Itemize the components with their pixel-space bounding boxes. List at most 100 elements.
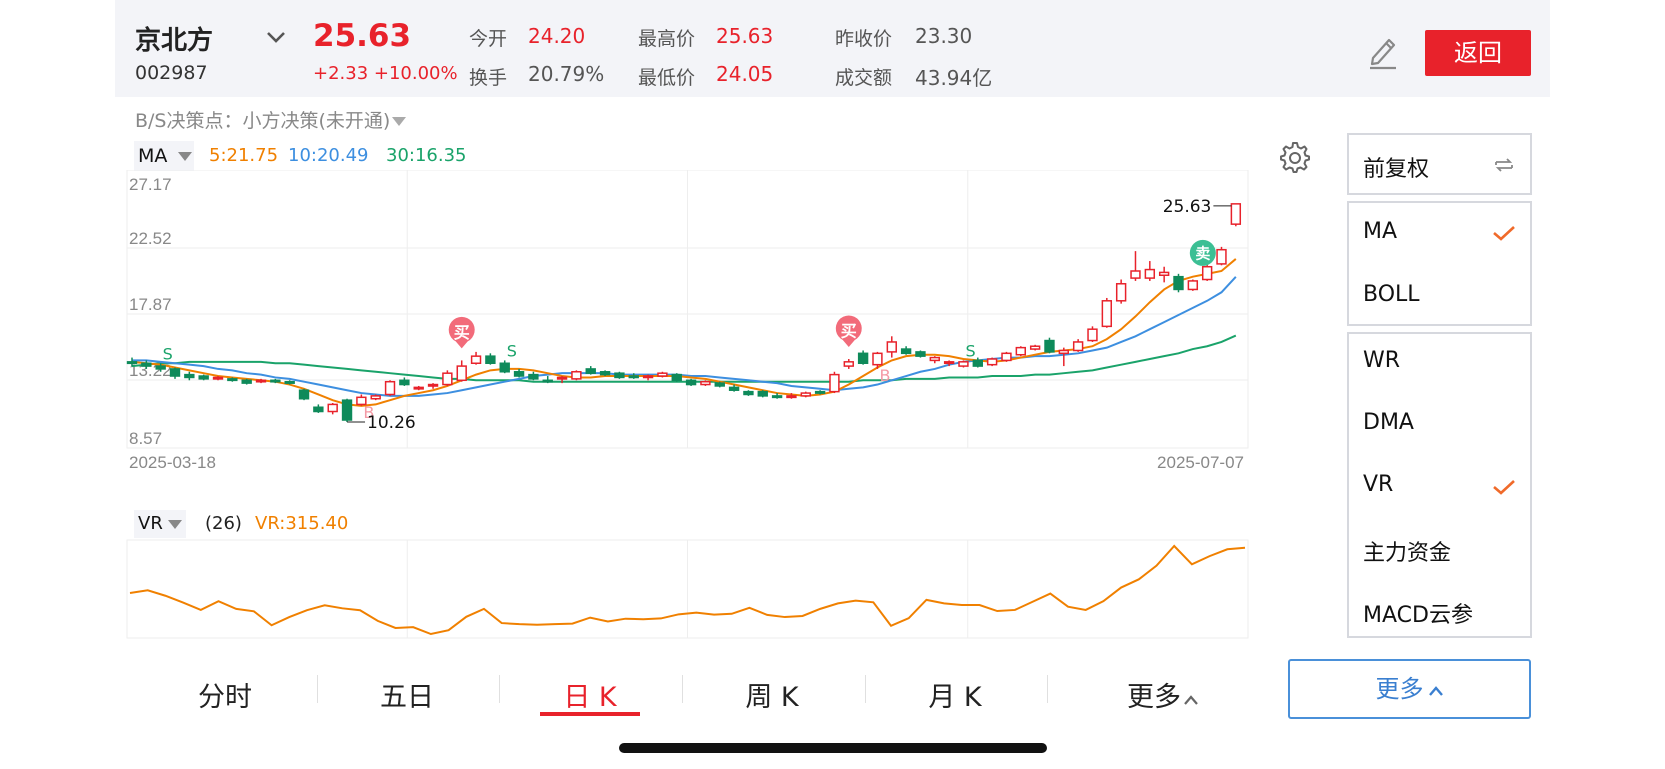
option-wr[interactable]: WR bbox=[1363, 348, 1401, 373]
candle bbox=[571, 370, 582, 381]
tab-five-day[interactable]: 五日 bbox=[380, 682, 434, 713]
candle-body bbox=[241, 379, 252, 384]
bs-decision-selector[interactable]: B/S决策点：小方决策(未开通) bbox=[135, 106, 407, 133]
candle-body bbox=[1015, 346, 1026, 356]
gear-icon[interactable] bbox=[1277, 140, 1311, 174]
candle-body bbox=[843, 361, 854, 367]
candle-body bbox=[1058, 349, 1070, 355]
stat-label-prev-close: 昨收价 bbox=[835, 28, 893, 50]
candle-body bbox=[943, 361, 955, 365]
sub-indicator-selector[interactable]: VR bbox=[134, 510, 186, 538]
candle bbox=[399, 377, 410, 386]
candle-body bbox=[427, 383, 439, 387]
candle-body bbox=[413, 386, 424, 390]
b-marker: B bbox=[879, 366, 890, 385]
candle-body bbox=[1158, 271, 1170, 277]
candle bbox=[341, 398, 353, 423]
candle bbox=[1115, 279, 1127, 304]
tab-more[interactable]: 更多 bbox=[1088, 675, 1238, 714]
candle-body bbox=[614, 372, 625, 379]
candle-body bbox=[915, 351, 926, 357]
marker-label: 买 bbox=[841, 321, 857, 340]
candle-body bbox=[857, 352, 869, 365]
candle-body bbox=[958, 361, 969, 367]
candle-body bbox=[714, 382, 725, 387]
vr-line bbox=[129, 544, 1246, 636]
candle-body bbox=[399, 379, 410, 386]
main-indicator-selector[interactable]: MA bbox=[134, 141, 194, 171]
more-button[interactable]: 更多 bbox=[1288, 659, 1531, 719]
candle bbox=[1216, 246, 1227, 266]
candle bbox=[972, 357, 983, 368]
candle-body bbox=[1029, 345, 1041, 350]
tab-more-label: 更多 bbox=[1127, 682, 1181, 713]
candle-body bbox=[184, 373, 195, 379]
candle-body bbox=[1187, 280, 1199, 291]
candle-body bbox=[929, 356, 940, 362]
s-marker: S bbox=[163, 344, 173, 363]
pencil-icon[interactable] bbox=[1367, 34, 1399, 70]
chevron-down-icon[interactable] bbox=[263, 24, 289, 50]
option-vr[interactable]: VR bbox=[1363, 472, 1394, 497]
option-ma[interactable]: MA bbox=[1363, 219, 1398, 244]
candle-body bbox=[642, 375, 654, 379]
bs-decision-label: B/S决策点：小方决策(未开通) bbox=[135, 110, 391, 132]
tab-divider bbox=[1047, 675, 1048, 703]
tab-intraday[interactable]: 分时 bbox=[198, 682, 252, 713]
candle-body bbox=[743, 390, 754, 396]
candle-body bbox=[685, 379, 697, 386]
candle bbox=[1015, 346, 1026, 357]
candle bbox=[542, 376, 553, 384]
sub-indicator-list: WR DMA VR 主力资金 MACD云参 bbox=[1347, 332, 1532, 638]
candle bbox=[685, 378, 697, 386]
y-tick-label: 8.57 bbox=[129, 429, 162, 448]
candle-body bbox=[1130, 270, 1141, 279]
option-macd-cloud[interactable]: MACD云参 bbox=[1363, 603, 1473, 628]
candle-body bbox=[556, 376, 568, 380]
current-price: 25.63 bbox=[313, 18, 412, 54]
option-dma[interactable]: DMA bbox=[1363, 410, 1414, 435]
candle-body bbox=[571, 371, 582, 380]
tab-divider bbox=[682, 675, 683, 703]
candle-body bbox=[513, 371, 525, 377]
candle-body bbox=[442, 372, 453, 386]
candle-body bbox=[800, 392, 811, 397]
stat-value-turnover: 20.79% bbox=[528, 62, 605, 86]
option-boll[interactable]: BOLL bbox=[1363, 282, 1420, 307]
main-indicator-list: MA BOLL bbox=[1347, 201, 1532, 326]
check-icon bbox=[1493, 480, 1515, 495]
check-icon bbox=[1493, 226, 1515, 241]
quote-header: 京北方 002987 25.63 +2.33 +10.00% 今开 24.20 … bbox=[115, 0, 1550, 97]
candle bbox=[800, 391, 811, 398]
stock-name[interactable]: 京北方 bbox=[135, 26, 214, 56]
y-tick-label: 17.87 bbox=[129, 295, 172, 314]
candle-body bbox=[872, 352, 883, 366]
tab-daily-k[interactable]: 日 K bbox=[563, 682, 617, 713]
back-button[interactable]: 返回 bbox=[1425, 30, 1531, 76]
candle-body bbox=[284, 380, 295, 384]
tab-weekly-k[interactable]: 周 K bbox=[745, 682, 799, 713]
candle bbox=[657, 371, 668, 378]
candle bbox=[900, 346, 912, 355]
candle-body bbox=[771, 395, 783, 399]
ma10-value: 10:20.49 bbox=[288, 145, 369, 166]
min-price-label: 10.26 bbox=[367, 413, 416, 433]
sub-indicator-name: VR bbox=[138, 513, 163, 534]
candle bbox=[327, 402, 338, 415]
ma5-line bbox=[131, 258, 1237, 407]
max-price-label: 25.63 bbox=[1163, 197, 1212, 217]
candle-body bbox=[1072, 341, 1084, 352]
x-end-date-label: 2025-07-07 bbox=[1157, 453, 1244, 472]
candle bbox=[241, 378, 252, 385]
adjust-selector[interactable]: 前复权 bbox=[1347, 133, 1532, 195]
tab-monthly-k[interactable]: 月 K bbox=[928, 682, 982, 713]
tab-divider bbox=[499, 675, 500, 703]
candle bbox=[370, 394, 381, 401]
candle-body bbox=[141, 362, 152, 367]
x-start-date-label: 2025-03-18 bbox=[129, 453, 216, 472]
stat-label-turnover: 换手 bbox=[469, 67, 508, 89]
candle-body bbox=[972, 359, 983, 367]
candle bbox=[958, 360, 969, 368]
option-main-funds[interactable]: 主力资金 bbox=[1363, 541, 1452, 566]
